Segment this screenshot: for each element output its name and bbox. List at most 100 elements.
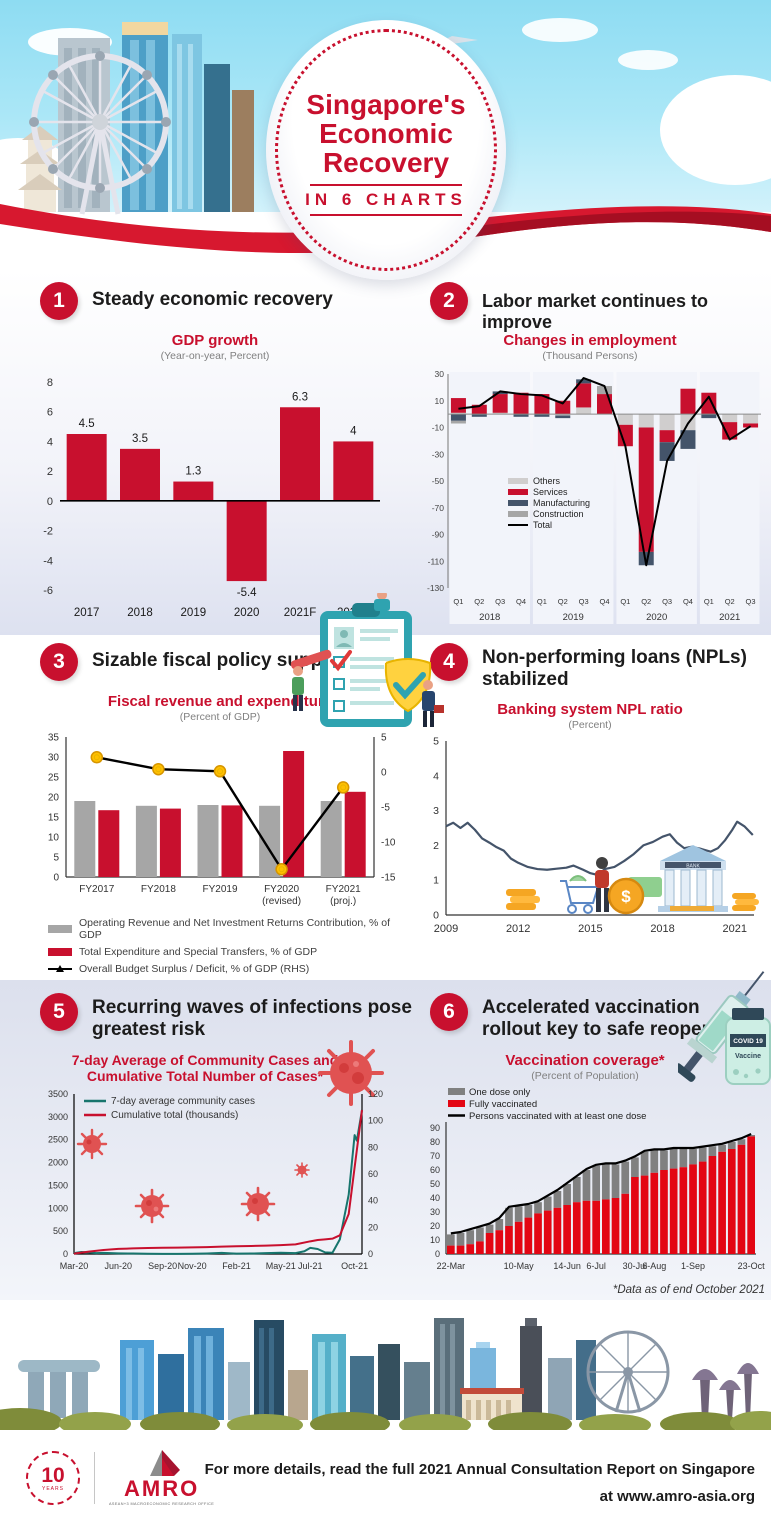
gray-swatch: [48, 925, 72, 933]
svg-text:-50: -50: [432, 476, 445, 486]
vaccine-vial-icon: COVID 19 Vaccine: [725, 1008, 771, 1085]
svg-text:80: 80: [368, 1142, 378, 1152]
svg-text:-10: -10: [432, 423, 445, 433]
svg-text:-30: -30: [432, 449, 445, 459]
panel-number-badge: 5: [40, 993, 78, 1031]
svg-text:2: 2: [47, 466, 53, 478]
panel-number-badge: 4: [430, 643, 468, 681]
svg-text:2021: 2021: [723, 923, 747, 935]
section-row-2: 3 Sizable fiscal policy support Fiscal r…: [0, 593, 771, 980]
fiscal-revenue-expenditure-chart: 35 30 25 20 15 10 5 0 5 0 -5 -10 -15 FY2017 FY2018 FY20…: [48, 733, 396, 908]
covid-cases-chart: 3500 3000 2500 2000 1500 1000 500 0 120 100 80 60 40…: [48, 1089, 383, 1271]
panel-employment: 2 Labor market continues to improve Chan…: [420, 282, 765, 632]
svg-text:6-Aug: 6-Aug: [642, 1261, 666, 1271]
svg-text:30-Jul: 30-Jul: [623, 1261, 648, 1271]
chart-title: Vaccination coverage*: [505, 1052, 665, 1069]
svg-text:Q2: Q2: [558, 597, 568, 606]
svg-text:Q2: Q2: [641, 597, 651, 606]
title-line: Singapore's: [306, 88, 466, 120]
svg-text:-10: -10: [381, 838, 396, 849]
panel-heading: Steady economic recovery: [92, 289, 333, 310]
chart-subtitle: (Year-on-year, Percent): [160, 350, 270, 362]
ferris-wheel-icon: [586, 1330, 670, 1414]
svg-text:Mar-20: Mar-20: [60, 1261, 89, 1271]
svg-text:Q1: Q1: [453, 597, 463, 606]
vaccination-coverage-chart: 90 80 70 60 50 40 30 20 10 0 22-Mar 10-May 14-Jun 6-J…: [430, 1087, 765, 1271]
svg-text:One dose only: One dose only: [469, 1087, 531, 1098]
svg-text:BANK: BANK: [686, 864, 700, 870]
chart-title: Banking system NPL ratio: [497, 701, 683, 718]
svg-text:2020: 2020: [234, 607, 260, 619]
svg-text:2018: 2018: [127, 607, 153, 619]
divider: [310, 214, 462, 217]
svg-text:20: 20: [368, 1222, 378, 1232]
bottom-skyline-illustration: [0, 1300, 771, 1436]
legend-item: Total Expenditure and Special Transfers,…: [48, 946, 415, 958]
svg-text:COVID 19: COVID 19: [733, 1038, 763, 1045]
svg-text:2019: 2019: [563, 612, 584, 623]
10-years-anniversary-logo: 10 YEARS: [26, 1451, 80, 1505]
svg-text:30: 30: [430, 1207, 440, 1217]
gdp-growth-chart: 8 6 4 2 0 -2 -4 -6 4.5 2017 3.5 2018 1.3 2019 -5.4 2020…: [43, 377, 380, 619]
svg-text:0: 0: [435, 1249, 440, 1259]
svg-text:70: 70: [430, 1151, 440, 1161]
fullerton-building-icon: [460, 1388, 524, 1420]
svg-text:4.5: 4.5: [79, 418, 95, 430]
line-swatch: [48, 964, 72, 972]
svg-text:1-Sep: 1-Sep: [681, 1261, 705, 1271]
svg-text:Q1: Q1: [620, 597, 630, 606]
shopping-cart-icon: [560, 875, 600, 914]
svg-text:-15: -15: [381, 873, 396, 884]
chart-title: GDP growth: [171, 332, 259, 349]
svg-text:2021: 2021: [719, 612, 740, 623]
title-badge-dotted-ring: [275, 29, 497, 271]
svg-text:Total: Total: [533, 520, 552, 530]
panel-heading: Non-performing loans (NPLs) stabilized: [482, 647, 747, 691]
svg-text:Q2: Q2: [725, 597, 735, 606]
svg-text:120: 120: [368, 1089, 383, 1099]
employment-changes-chart: 2018 2019 2020 2021 30 10 -10 -30 -50 -70 -90 -110 -…: [427, 369, 761, 624]
svg-text:1: 1: [433, 875, 439, 887]
title-line: Recovery: [322, 147, 450, 179]
svg-text:0: 0: [63, 1249, 68, 1259]
svg-text:Q3: Q3: [495, 597, 505, 606]
svg-text:1500: 1500: [48, 1180, 68, 1190]
coin-stack-icon: [506, 889, 540, 910]
svg-text:-90: -90: [432, 530, 445, 540]
svg-text:Q1: Q1: [537, 597, 547, 606]
panel-heading: Accelerated vaccination rollout key to s…: [482, 997, 742, 1041]
fiscal-chart-legend: Operating Revenue and Net Investment Ret…: [48, 917, 415, 980]
svg-text:60: 60: [430, 1165, 440, 1175]
svg-text:Vaccine: Vaccine: [735, 1053, 761, 1060]
svg-text:6.3: 6.3: [292, 391, 308, 403]
svg-text:40: 40: [368, 1196, 378, 1206]
svg-text:4: 4: [433, 770, 439, 782]
panel-number-badge: 6: [430, 993, 468, 1031]
chart-title: Changes in employment: [503, 332, 677, 349]
svg-text:7-day average community cases: 7-day average community cases: [111, 1096, 255, 1107]
divider: [94, 1452, 95, 1504]
svg-text:FY2017: FY2017: [79, 884, 114, 895]
svg-text:2015: 2015: [578, 923, 602, 935]
svg-text:FY2018: FY2018: [141, 884, 176, 895]
infographic-title: Singapore's Economic Recovery: [306, 90, 465, 177]
svg-text:80: 80: [430, 1137, 440, 1147]
svg-text:Q4: Q4: [516, 597, 526, 606]
chart-subtitle: (Percent): [568, 719, 612, 731]
svg-text:-110: -110: [428, 556, 445, 566]
svg-text:Construction: Construction: [533, 509, 584, 519]
svg-text:Services: Services: [533, 487, 568, 497]
svg-text:-4: -4: [43, 555, 53, 567]
svg-text:Others: Others: [533, 476, 561, 486]
svg-text:0: 0: [53, 873, 59, 884]
header: Singapore's Economic Recovery IN 6 CHART…: [0, 0, 771, 280]
svg-text:10: 10: [435, 396, 445, 406]
divider: [310, 184, 462, 187]
section-row-3: 5 Recurring waves of infections pose gre…: [0, 971, 771, 1300]
svg-text:3: 3: [433, 805, 439, 817]
svg-text:60: 60: [368, 1169, 378, 1179]
svg-text:Jul-21: Jul-21: [298, 1261, 323, 1271]
svg-text:Q4: Q4: [683, 597, 693, 606]
ferris-wheel-icon: [29, 51, 171, 215]
dollar-coin-icon: $: [607, 877, 645, 915]
